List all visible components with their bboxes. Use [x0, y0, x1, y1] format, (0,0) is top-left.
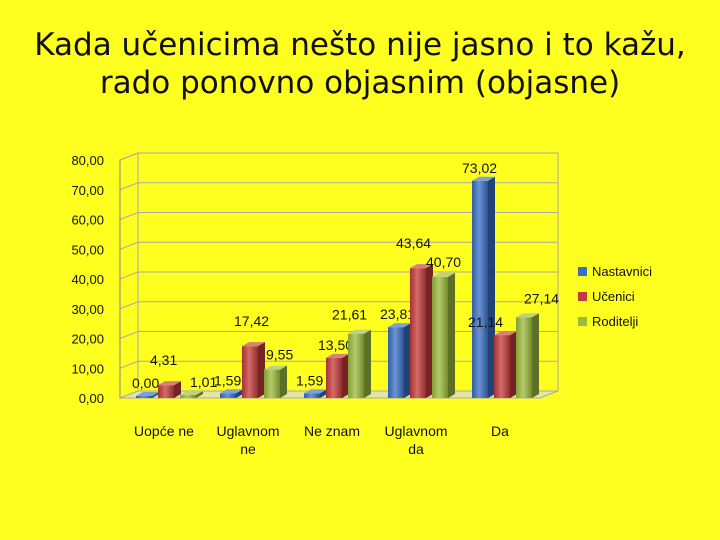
data-label: 1,59	[296, 372, 323, 388]
bar-top	[472, 176, 495, 181]
gridline-depth	[119, 301, 139, 310]
x-category-label: ne	[240, 441, 256, 457]
x-category-label: Uglavnom	[384, 423, 447, 439]
bar-roditelji	[432, 276, 448, 398]
slide-title: Kada učenicima nešto nije jasno i to kaž…	[0, 26, 720, 102]
gridline-depth	[119, 331, 139, 339]
data-label: 0,00	[132, 375, 159, 391]
title-line-2: rado ponovno objasnim (objasne)	[99, 65, 621, 101]
bar-top	[242, 342, 265, 347]
data-label: 4,31	[150, 352, 177, 368]
bar-top	[410, 264, 433, 269]
bar-top	[348, 329, 371, 334]
data-label: 13,50	[318, 337, 353, 353]
bar-top	[264, 365, 287, 370]
legend-label: Nastavnici	[592, 264, 652, 279]
bar-side	[532, 313, 539, 398]
bar-top	[136, 392, 159, 396]
bar-top	[516, 313, 539, 318]
bar-side	[152, 392, 159, 398]
y-tick-label: 0,00	[79, 391, 104, 406]
y-tick-label: 10,00	[71, 361, 104, 376]
bar-side	[236, 389, 243, 398]
data-label: 17,42	[234, 313, 269, 329]
legend-label: Učenici	[592, 289, 635, 304]
bar-side	[488, 176, 495, 398]
x-category-label: Da	[491, 423, 509, 439]
gridline-depth	[119, 241, 139, 250]
data-label: 21,61	[332, 307, 367, 323]
bar-učenici	[158, 385, 174, 398]
data-label: 1,59	[214, 372, 241, 388]
gridline-depth	[119, 212, 139, 220]
bar-top	[220, 389, 243, 394]
y-tick-label: 60,00	[71, 213, 104, 228]
bar-top	[158, 381, 181, 386]
bar-side	[196, 390, 203, 398]
bar-učenici	[494, 335, 510, 398]
bar-nastavnici	[220, 393, 236, 398]
data-label: 21,14	[468, 314, 503, 330]
data-label: 27,14	[524, 290, 559, 306]
bar-nastavnici	[388, 327, 404, 398]
bar-učenici	[242, 346, 258, 398]
bar-side	[320, 389, 327, 398]
bar-roditelji	[180, 394, 196, 398]
bar-roditelji	[348, 333, 364, 398]
legend-swatch-nastavnici	[578, 267, 587, 276]
bar-nastavnici	[472, 180, 488, 398]
data-label: 43,64	[396, 235, 431, 251]
bar-nastavnici	[136, 396, 152, 398]
bar-top	[180, 390, 203, 395]
x-category-label: Ne znam	[304, 423, 360, 439]
legend-label: Roditelji	[592, 314, 638, 329]
bar-top	[326, 353, 349, 358]
bar-side	[342, 353, 349, 398]
gridline-depth	[119, 152, 139, 161]
gridline-depth	[119, 360, 139, 369]
bar-učenici	[326, 357, 342, 398]
gridline-depth	[119, 271, 139, 280]
x-category-label: Uopće ne	[134, 423, 194, 439]
bar-side	[404, 323, 411, 398]
bar-side	[174, 381, 181, 398]
bar-top	[494, 331, 517, 336]
bar-side	[280, 365, 287, 398]
legend-swatch-učenici	[578, 292, 587, 301]
bar-side	[448, 272, 455, 398]
bar-side	[426, 264, 433, 398]
y-tick-label: 80,00	[71, 153, 104, 168]
y-tick-label: 30,00	[71, 302, 104, 317]
bar-roditelji	[264, 369, 280, 398]
bar-side	[510, 331, 517, 398]
data-label: 1,01	[190, 374, 217, 390]
bar-top	[388, 323, 411, 328]
y-tick-label: 40,00	[71, 272, 104, 287]
data-label: 40,70	[426, 254, 461, 270]
bar-učenici	[410, 268, 426, 398]
gridline-depth	[119, 182, 139, 191]
bar-roditelji	[516, 317, 532, 398]
legend-swatch-roditelji	[578, 317, 587, 326]
bar-nastavnici	[304, 393, 320, 398]
data-label: 9,55	[266, 347, 293, 363]
bar-top	[304, 389, 327, 394]
bar-side	[258, 342, 265, 398]
x-category-label: Uglavnom	[216, 423, 279, 439]
data-label: 73,02	[462, 160, 497, 176]
y-tick-label: 50,00	[71, 242, 104, 257]
y-tick-label: 70,00	[71, 183, 104, 198]
title-line-1: Kada učenicima nešto nije jasno i to kaž…	[34, 27, 686, 63]
bar-side	[364, 329, 371, 398]
x-category-label: da	[408, 441, 424, 457]
y-tick-label: 20,00	[71, 332, 104, 347]
data-label: 23,81	[380, 306, 415, 322]
bar-top	[432, 272, 455, 277]
